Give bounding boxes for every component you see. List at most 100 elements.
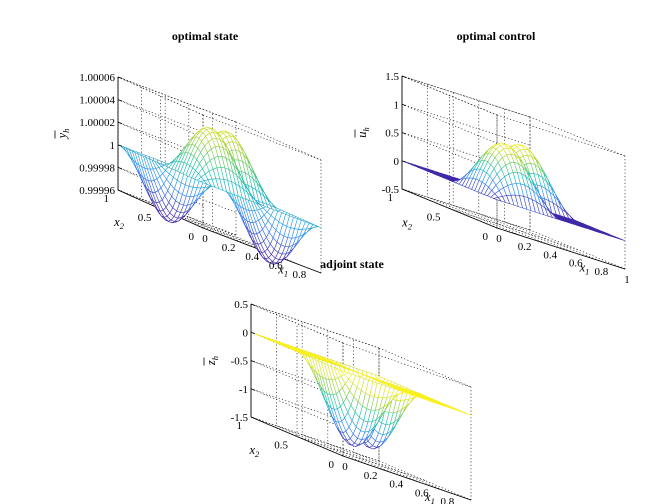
y-axis-line <box>250 416 344 457</box>
grid-line <box>117 99 237 145</box>
x-tick-label: 0.8 <box>441 496 455 504</box>
grid-line <box>504 108 600 262</box>
y-tick-label: 0 <box>329 459 335 471</box>
z-axis-label-text: yh <box>55 129 71 141</box>
z-tick-mark <box>117 189 123 192</box>
z-tick-label: 0.99996 <box>79 185 115 197</box>
x-axis-label: x1 <box>277 263 288 279</box>
plot-state: optimal state 0.99996 0.99998 1 1.00002 1.000… <box>54 29 322 281</box>
box-edge-top <box>529 116 626 157</box>
z-tick-label: -0.5 <box>382 184 400 196</box>
x-tick-label: 0 <box>202 233 208 245</box>
z-tick-mark <box>250 388 256 391</box>
surface-cell <box>314 226 322 229</box>
z-axis-label-main: y <box>55 132 69 140</box>
chart-title: adjoint state <box>320 257 384 271</box>
z-tick-mark <box>401 188 407 191</box>
x-axis-label-sub: 1 <box>431 496 435 504</box>
x-tick-label: 0.4 <box>389 479 403 491</box>
x-tick-label: 0.4 <box>543 249 557 261</box>
x-axis-label-main: x <box>277 263 284 277</box>
grid-line <box>478 100 574 253</box>
z-tick-label: 0.5 <box>234 299 248 311</box>
y-tick-label: 0 <box>189 231 195 243</box>
z-tick-mark <box>117 99 123 102</box>
surface-mesh <box>401 142 626 242</box>
z-tick-mark <box>117 167 123 170</box>
grid-line <box>452 92 549 245</box>
z-tick-label: -1 <box>239 384 248 396</box>
x-tick-label: 0.6 <box>415 487 429 499</box>
y-axis-label-sub: 2 <box>255 449 260 459</box>
y-axis-label: x2 <box>248 443 260 459</box>
grid-line <box>296 323 426 481</box>
grid-line <box>401 103 531 146</box>
y-axis-label-main: x <box>248 443 255 457</box>
y-axis-label-sub: 2 <box>120 221 125 231</box>
z-tick-label: 0.5 <box>385 128 399 140</box>
z-tick-label: -1.5 <box>231 412 249 424</box>
x-tick-label: 0.8 <box>293 269 307 281</box>
z-tick-mark <box>401 132 407 135</box>
x-tick-label: 0.6 <box>569 258 583 270</box>
grid-line <box>141 86 227 238</box>
z-axis-label-sub: h <box>210 356 220 360</box>
y-tick-label: 1 <box>237 420 243 432</box>
z-axis-label: yh <box>54 129 71 141</box>
y-axis-label-main: x <box>113 215 120 229</box>
y-axis-label-sub: 2 <box>408 221 413 231</box>
x-axis-label: x1 <box>579 261 590 277</box>
z-tick-mark <box>250 360 256 363</box>
x-axis-label-sub: 1 <box>585 267 589 277</box>
x-axis-line <box>496 227 626 270</box>
z-tick-label: 1.00002 <box>79 117 115 129</box>
z-tick-mark <box>117 76 123 79</box>
grid-line <box>427 84 523 237</box>
grid-line <box>164 95 251 247</box>
y-tick-label: 0.5 <box>427 212 441 224</box>
z-tick-label: 1.00006 <box>79 72 115 84</box>
grid-line <box>117 76 237 123</box>
x-axis-label-main: x <box>579 261 586 275</box>
x-axis-label-main: x <box>424 490 431 504</box>
z-tick-label: 1 <box>394 99 400 111</box>
x-tick-label: 0.2 <box>222 242 236 254</box>
y-tick-label: 0.5 <box>274 440 288 452</box>
grid-line <box>188 104 274 256</box>
grid-line <box>250 303 380 349</box>
z-tick-mark <box>401 75 407 78</box>
box-edge-top <box>117 76 237 123</box>
z-tick-label: 1 <box>110 140 116 152</box>
z-tick-mark <box>117 121 123 125</box>
z-tick-mark <box>117 144 123 147</box>
z-axis-label-main: u <box>355 132 369 138</box>
z-tick-label: -0.5 <box>231 356 249 368</box>
x-axis-line <box>342 455 472 501</box>
x-tick-label: 0 <box>342 461 348 473</box>
surface-cell <box>617 237 626 242</box>
z-axis-label: uh <box>354 127 371 138</box>
z-tick-mark <box>401 103 407 107</box>
x-axis-label-sub: 1 <box>284 269 288 279</box>
y-tick-label: 0 <box>483 231 489 243</box>
grid-line <box>401 76 531 231</box>
x-tick-label: 0.6 <box>269 260 283 272</box>
plot-adjoint: adjoint state -1.5 -1 -0.5 0 0.5 0 0.2 0.4 0.6 0.8… <box>203 257 472 504</box>
z-tick-label: 0.99998 <box>79 162 115 174</box>
x-axis-label: x1 <box>424 490 435 504</box>
y-axis-label-main: x <box>401 215 408 229</box>
y-axis-label: x2 <box>113 215 125 231</box>
chart-title: optimal state <box>172 29 239 43</box>
box-edge-top <box>342 342 472 388</box>
box-edge-top <box>235 121 322 161</box>
surface-mesh <box>117 127 322 265</box>
y-axis-label: x2 <box>401 215 413 231</box>
y-axis-line <box>401 188 498 229</box>
z-axis-label-sub: h <box>61 129 71 133</box>
z-tick-mark <box>250 303 256 306</box>
x-tick-label: 0.2 <box>518 241 532 253</box>
z-tick-mark <box>250 331 256 335</box>
z-axis-label: zh <box>203 356 220 366</box>
grid-line <box>449 95 578 250</box>
y-tick-label: 0.5 <box>138 212 152 224</box>
